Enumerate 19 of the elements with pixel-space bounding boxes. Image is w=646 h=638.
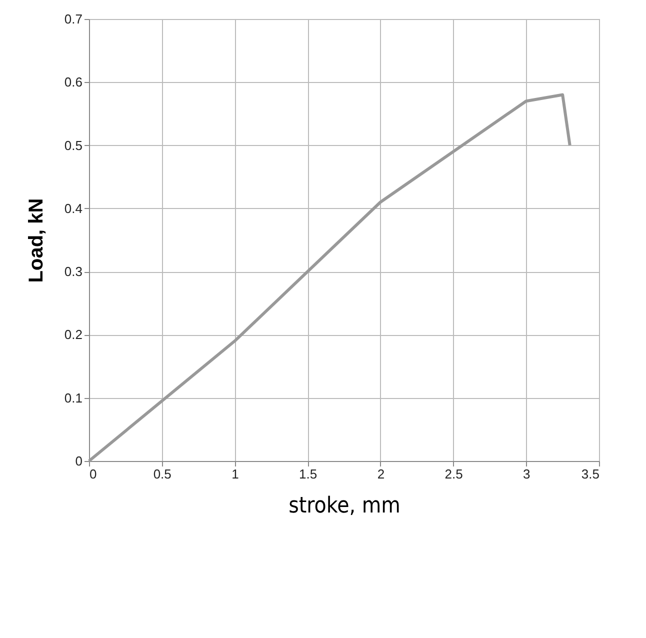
y-tick-label: 0 [75,454,82,468]
x-tick-label: 1.5 [299,466,318,482]
x-tick-label: 3.5 [581,466,600,482]
x-tick-label: 2 [377,466,385,482]
x-axis-title: stroke, mm [288,494,400,518]
y-tick-label: 0.1 [64,390,82,406]
x-tick-label: 0.5 [153,466,172,482]
y-tick-label: 0.4 [64,200,82,216]
y-tick-label: 0.5 [64,138,82,153]
y-tick-label: 0.6 [64,74,82,90]
y-tick-label: 0.7 [64,12,82,26]
line-series [88,93,572,462]
y-axis-title: Load, kN [25,198,48,283]
y-tick-label: 0.3 [64,264,82,280]
x-tick-label: 3 [523,466,530,482]
x-tick-label: 1 [232,466,239,482]
x-tick-label: 2.5 [444,466,463,482]
y-tick-label: 0.2 [64,327,82,342]
x-tick-label: 0 [90,466,97,482]
